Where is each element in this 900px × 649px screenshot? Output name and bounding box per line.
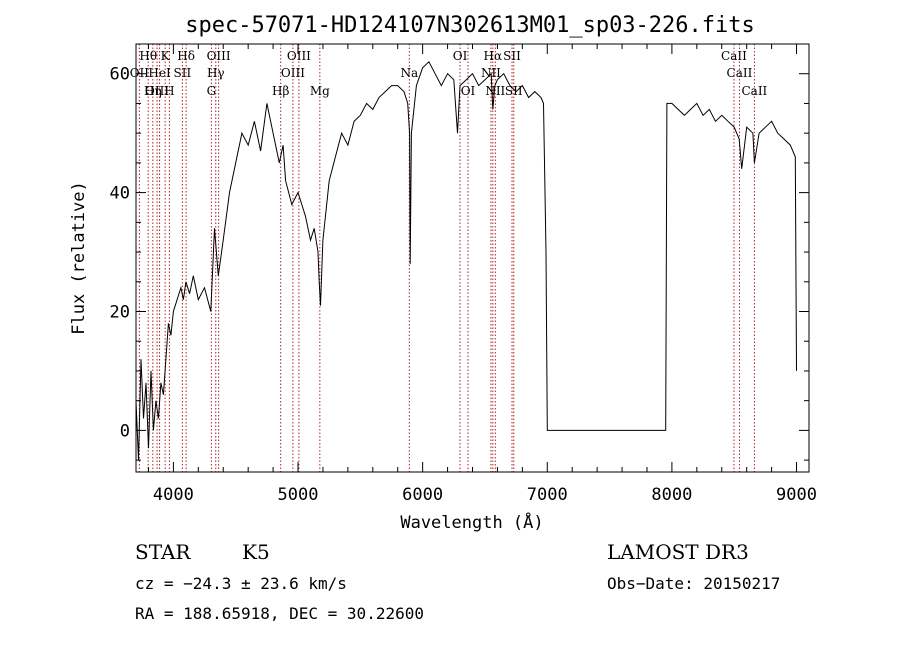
line-label: HeI [148,66,171,80]
line-label: OI [453,49,468,63]
line-label: Hγ [207,66,225,80]
line-label: Hθ [139,49,157,63]
line-label: OII [130,66,150,80]
survey-name: LAMOST DR3 [607,540,749,564]
line-label: CaII [741,84,767,98]
spectrum-chart: spec-57071-HD124107N302613M01_sp03-226.f… [69,13,817,533]
line-label: SII [174,66,192,80]
line-label: H [164,84,174,98]
line-label: CaII [727,66,753,80]
observation-date: Obs−Date: 20150217 [607,574,781,593]
x-tick-label: 5000 [278,485,319,505]
y-axis-label: Flux (relative) [69,181,89,335]
line-label: Hη [144,84,162,98]
line-label: CaII [721,49,747,63]
line-label: OI [461,84,476,98]
x-tick-label: 6000 [402,485,443,505]
line-markers [138,44,755,472]
x-tick-label: 4000 [153,485,194,505]
chart-title: spec-57071-HD124107N302613M01_sp03-226.f… [185,13,755,38]
line-label: Hβ [272,84,289,98]
line-label: OIII [287,49,311,63]
x-tick-label: 8000 [651,485,692,505]
x-axis-label: Wavelength (Å) [400,511,543,533]
y-axis: 0 20 40 60 [110,43,809,461]
line-label: K [161,49,171,63]
line-label: NII [481,66,501,80]
line-label: OIII [207,49,231,63]
x-axis: 4000 5000 6000 7000 8000 9000 [147,44,817,505]
y-tick-label: 40 [110,184,130,204]
object-subclass: K5 [242,540,270,564]
line-label: OIII [281,66,305,80]
y-tick-label: 20 [110,303,130,323]
redshift-velocity: cz = −24.3 ± 23.6 km/s [135,574,347,593]
line-label: OIII [145,84,169,98]
line-label: Hα [484,49,503,63]
line-label: NII [485,84,505,98]
y-tick-label: 0 [120,421,130,441]
plot-frame [135,43,810,473]
line-label: G [207,84,217,98]
spectrum-series [135,60,797,461]
line-label: Hδ [177,49,195,63]
line-label: Na [400,66,418,80]
y-tick-label: 60 [110,65,130,85]
object-class: STAR [135,540,191,564]
coordinates: RA = 188.65918, DEC = 30.22600 [135,604,424,623]
x-tick-label: 7000 [527,485,568,505]
line-label: SII [505,84,523,98]
line-label: Mg [310,84,330,98]
line-label: SII [503,49,521,63]
x-tick-label: 9000 [776,485,817,505]
